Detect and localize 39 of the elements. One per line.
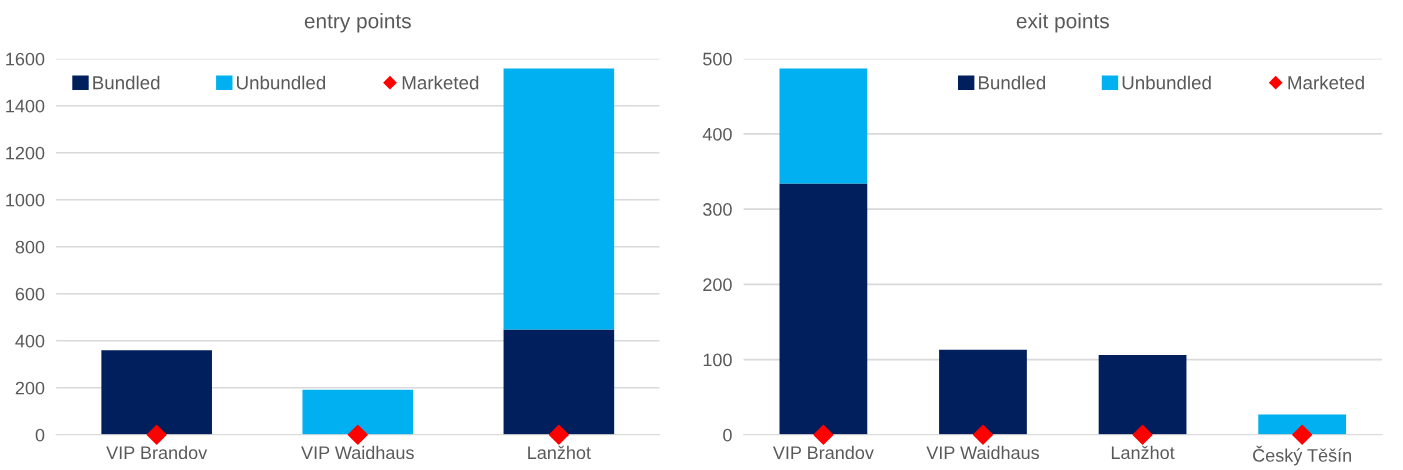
- bar: [101, 350, 212, 435]
- bar: [1098, 355, 1187, 435]
- x-tick-label: VIP Brandov: [106, 445, 208, 460]
- y-tick-label: 400: [702, 127, 732, 141]
- legend-label: Bundled: [93, 75, 160, 90]
- legend-label: Unbundled: [1122, 75, 1211, 90]
- y-tick-label: 0: [723, 428, 732, 442]
- x-tick-label: VIP Brandov: [772, 445, 874, 460]
- y-tick-label: 200: [15, 381, 45, 395]
- bar: [779, 68, 868, 184]
- chart-title: entry points: [304, 13, 411, 33]
- y-tick-label: 500: [703, 52, 732, 66]
- y-tick-label: 100: [703, 353, 732, 367]
- y-tick-label: 300: [703, 203, 732, 216]
- x-tick-label: Lanžhot: [1111, 445, 1175, 460]
- y-tick-label: 600: [15, 287, 45, 301]
- x-tick-label: Český Těšín: [1253, 445, 1351, 466]
- bar: [503, 68, 615, 330]
- y-tick-label: 1400: [6, 99, 45, 113]
- legend-label: Unbundled: [237, 75, 326, 90]
- y-tick-label: 1000: [6, 193, 45, 207]
- legend-label: Marketed: [1288, 75, 1364, 90]
- bar: [302, 389, 414, 435]
- chart-title: exit points: [1016, 13, 1109, 33]
- y-tick-label: 400: [15, 334, 45, 348]
- y-tick-label: 800: [15, 240, 45, 254]
- y-tick-label: 1200: [6, 146, 45, 160]
- bar: [779, 183, 868, 435]
- x-tick-label: VIP Waidhaus: [926, 445, 1040, 460]
- x-tick-label: VIP Waidhaus: [301, 445, 414, 460]
- bar: [503, 329, 615, 435]
- y-tick-label: 0: [35, 428, 45, 442]
- legend-label: Bundled: [978, 75, 1046, 90]
- bar: [939, 349, 1027, 435]
- y-tick-label: 200: [703, 278, 732, 292]
- y-tick-label: 1600: [6, 52, 45, 66]
- x-tick-label: Lanžhot: [528, 445, 591, 460]
- bar: [1258, 414, 1347, 435]
- legend-label: Marketed: [402, 75, 479, 90]
